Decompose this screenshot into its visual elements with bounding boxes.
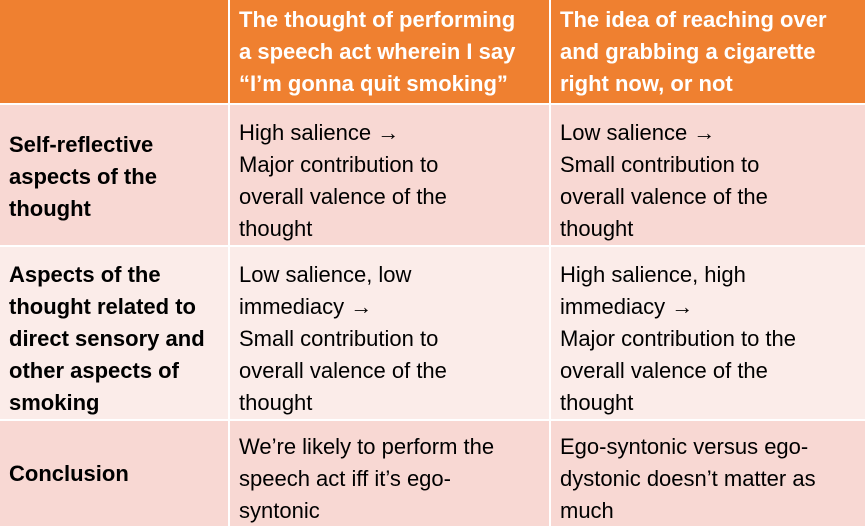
row-label-self-reflective: Self-reflective aspects of the thought <box>0 104 230 247</box>
table-cell: High salience, high immediacy → Major co… <box>550 246 866 421</box>
table-row: Self-reflective aspects of the thought H… <box>0 104 866 247</box>
row-label-conclusion: Conclusion <box>0 420 230 526</box>
table-cell: Ego-syntonic versus ego- dystonic doesn’… <box>550 420 866 526</box>
header-grab-cigarette: The idea of reaching over and grabbing a… <box>550 0 866 105</box>
table-cell: High salience → Major contribution to ov… <box>229 104 551 247</box>
header-speech-act: The thought of performing a speech act w… <box>229 0 551 105</box>
table-cell: Low salience → Small contribution to ove… <box>550 104 866 247</box>
table-cell: We’re likely to perform the speech act i… <box>229 420 551 526</box>
header-corner-cell <box>0 0 230 105</box>
header-row: The thought of performing a speech act w… <box>0 0 866 105</box>
table-row: Conclusion We’re likely to perform the s… <box>0 420 866 526</box>
table-row: Aspects of the thought related to direct… <box>0 246 866 421</box>
table-cell: Low salience, low immediacy → Small cont… <box>229 246 551 421</box>
row-label-sensory-aspects: Aspects of the thought related to direct… <box>0 246 230 421</box>
